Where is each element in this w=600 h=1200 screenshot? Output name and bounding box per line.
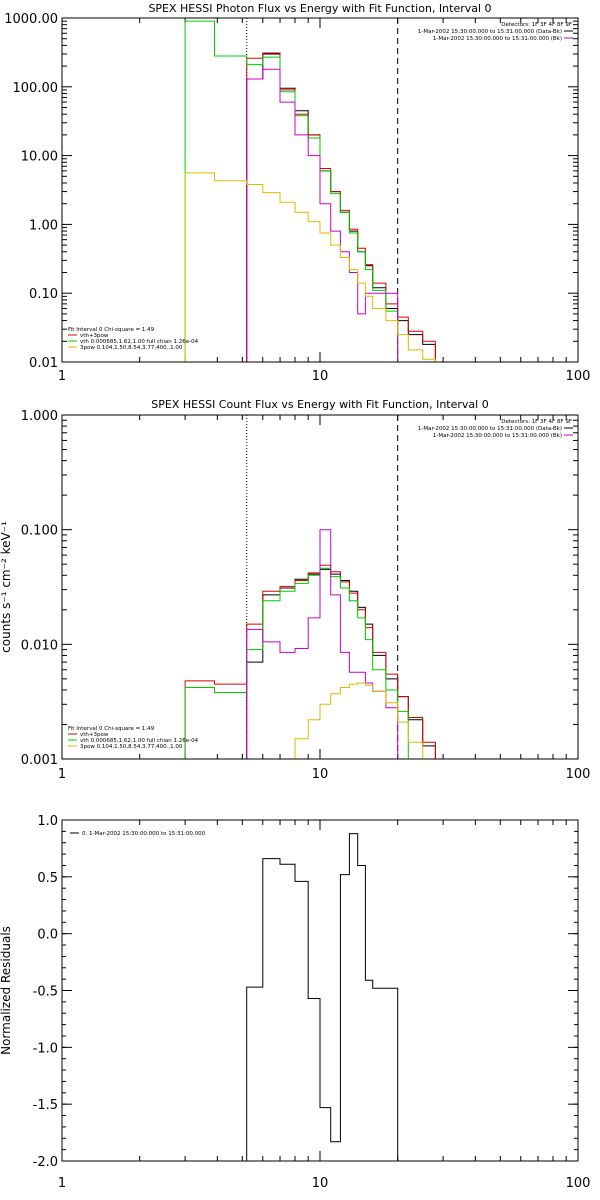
series-line <box>184 567 409 759</box>
y-tick-label: 1000.00 <box>4 12 58 27</box>
header-line: 1-Mar-2002 15:30:00.000 to 15:31:00.000 … <box>433 433 562 439</box>
legend-label: 3pow 0.104,1.50,8.54,3.77,400.,1.00 <box>80 744 183 750</box>
legend-label: vth 0.000685,1.62,1.00 full chian 1.26e-… <box>80 738 199 744</box>
x-tick-label: 10 <box>312 1176 329 1191</box>
header-line: 1-Mar-2002 15:30:00.000 to 15:31:00.000 … <box>418 426 562 432</box>
series-line <box>246 53 436 362</box>
series-line <box>246 52 436 362</box>
y-tick-label: 100.00 <box>13 81 59 96</box>
y-tick-label: -2.0 <box>33 1155 58 1170</box>
x-tick-label: 100 <box>566 369 591 384</box>
header-line: Detectors: 1F 3F 4F 8F 9F <box>501 419 572 425</box>
plot-frame <box>61 414 579 760</box>
legend-title: Fit Interval 0 Chi-square = 1.49 <box>68 327 155 333</box>
plot-frame <box>61 17 579 363</box>
y-tick-label: -0.5 <box>33 985 58 1000</box>
chart-title: SPEX HESSI Count Flux vs Energy with Fit… <box>151 398 488 411</box>
plot-frame <box>61 819 579 1162</box>
legend-label: 3pow 0.104,1.50,8.54,3.77,400.,1.00 <box>80 345 183 351</box>
legend-label: vth+3pow <box>80 732 109 738</box>
series-line <box>246 529 399 759</box>
photon-flux-chart: SPEX HESSI Photon Flux vs Energy with Fi… <box>4 2 591 384</box>
y-tick-label: 0.0 <box>37 928 58 943</box>
y-tick-label: 10.00 <box>21 150 58 165</box>
x-tick-label: 10 <box>312 369 329 384</box>
legend-label: 0. 1-Mar-2002 15:30:00.000 to 15:31:00.0… <box>82 831 206 837</box>
y-tick-label: 0.5 <box>37 871 58 886</box>
y-tick-label: 0.10 <box>29 287 58 302</box>
series-line <box>184 20 399 362</box>
x-tick-label: 100 <box>566 767 591 782</box>
y-tick-label: 1.0 <box>37 814 58 829</box>
x-tick-label: 100 <box>566 1176 591 1191</box>
header-line: 1-Mar-2002 15:30:00.000 to 15:31:00.000 … <box>418 29 562 35</box>
residuals-chart: Normalized Residuals 1 10 100 -2.0 -1.5 -1.0 -0… <box>0 814 591 1191</box>
series-line <box>246 68 399 362</box>
y-tick-label: -1.5 <box>33 1098 58 1113</box>
x-tick-label: 1 <box>58 369 66 384</box>
series-line <box>294 682 436 760</box>
series-line <box>184 172 436 362</box>
x-tick-label: 1 <box>58 1176 66 1191</box>
header-line: 1-Mar-2002 15:30:00.000 to 15:31:00.000 … <box>433 36 562 42</box>
y-tick-label: 0.100 <box>21 524 58 539</box>
count-flux-chart: SPEX HESSI Count Flux vs Energy with Fit… <box>0 398 591 782</box>
chart-title: SPEX HESSI Photon Flux vs Energy with Fi… <box>148 2 491 15</box>
series-line <box>246 568 436 759</box>
y-tick-label: 1.00 <box>29 218 58 233</box>
y-tick-label: 1.000 <box>21 409 58 424</box>
y-axis-label: counts s⁻¹ cm⁻² keV⁻¹ <box>0 521 13 653</box>
y-axis-label: Normalized Residuals <box>0 926 13 1055</box>
x-tick-label: 10 <box>312 767 329 782</box>
y-tick-label: -1.0 <box>33 1041 58 1056</box>
y-tick-label: 0.010 <box>21 638 58 653</box>
legend-label: vth+3pow <box>80 333 109 339</box>
series-line <box>246 833 399 1161</box>
y-tick-label: 0.001 <box>21 753 58 768</box>
y-tick-label: 0.01 <box>29 356 58 371</box>
x-tick-label: 1 <box>58 767 66 782</box>
header-line: Detectors: 1F 3F 4F 8F 9F <box>501 22 572 28</box>
legend-title: Fit Interval 0 Chi-square = 1.49 <box>68 726 155 732</box>
legend-label: vth 0.000685,1.62,1.00 full chian 1.26e-… <box>80 339 199 345</box>
